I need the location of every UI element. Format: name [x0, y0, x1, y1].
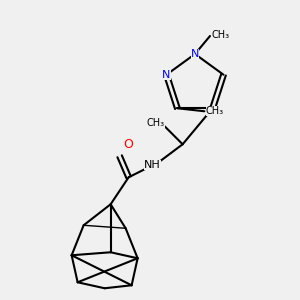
Text: N: N — [162, 70, 171, 80]
Text: CH₃: CH₃ — [147, 118, 165, 128]
Text: CH₃: CH₃ — [206, 106, 224, 116]
Text: NH: NH — [144, 160, 161, 170]
Text: CH₃: CH₃ — [212, 29, 230, 40]
Text: O: O — [124, 138, 134, 151]
Text: N: N — [191, 49, 199, 59]
